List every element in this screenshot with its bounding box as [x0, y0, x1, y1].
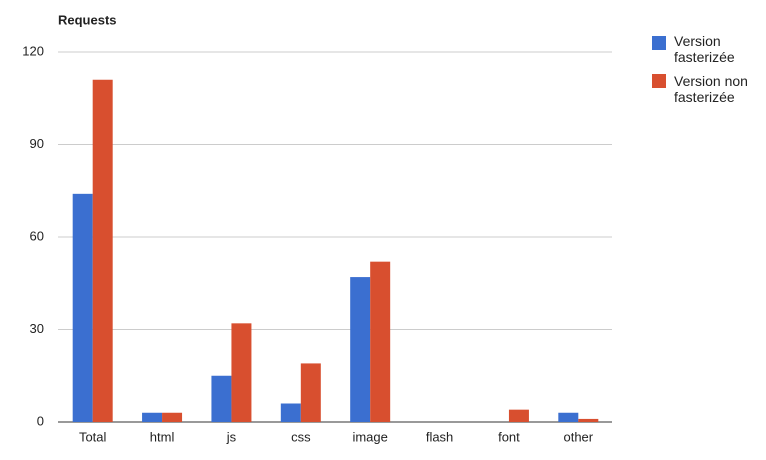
x-tick-label: html — [150, 429, 175, 444]
x-tick-label: Total — [79, 429, 107, 444]
bar — [211, 375, 232, 422]
chart-title: Requests — [58, 12, 117, 27]
x-tick-label: image — [352, 429, 387, 444]
legend-swatch — [652, 74, 666, 88]
bar — [162, 412, 183, 422]
bar — [350, 277, 371, 422]
bar — [142, 412, 163, 422]
x-tick-label: font — [498, 429, 520, 444]
bar — [558, 412, 579, 422]
y-tick-label: 0 — [37, 413, 44, 428]
x-tick-label: other — [563, 429, 593, 444]
legend-label: Version fasterizée — [674, 33, 735, 65]
bar — [280, 403, 301, 422]
x-tick-label: css — [291, 429, 311, 444]
y-tick-label: 120 — [22, 43, 44, 58]
x-tick-label: js — [226, 429, 237, 444]
bar — [231, 323, 252, 422]
bar — [300, 363, 321, 422]
bar — [72, 193, 93, 422]
x-tick-label: flash — [426, 429, 453, 444]
y-tick-label: 60 — [30, 228, 44, 243]
y-tick-label: 90 — [30, 136, 44, 151]
legend-swatch — [652, 36, 666, 50]
bar — [370, 261, 391, 422]
y-tick-label: 30 — [30, 321, 44, 336]
legend-label: Version non fasterizée — [674, 73, 748, 105]
bar — [508, 409, 529, 422]
bar — [92, 79, 113, 422]
bar — [578, 418, 599, 422]
